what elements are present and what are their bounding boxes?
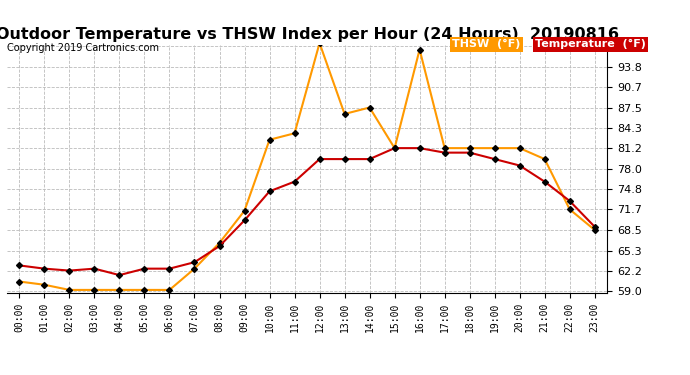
Text: THSW  (°F): THSW (°F) (452, 39, 520, 50)
Text: Temperature  (°F): Temperature (°F) (535, 39, 646, 50)
Text: Copyright 2019 Cartronics.com: Copyright 2019 Cartronics.com (7, 43, 159, 53)
Title: Outdoor Temperature vs THSW Index per Hour (24 Hours)  20190816: Outdoor Temperature vs THSW Index per Ho… (0, 27, 618, 42)
